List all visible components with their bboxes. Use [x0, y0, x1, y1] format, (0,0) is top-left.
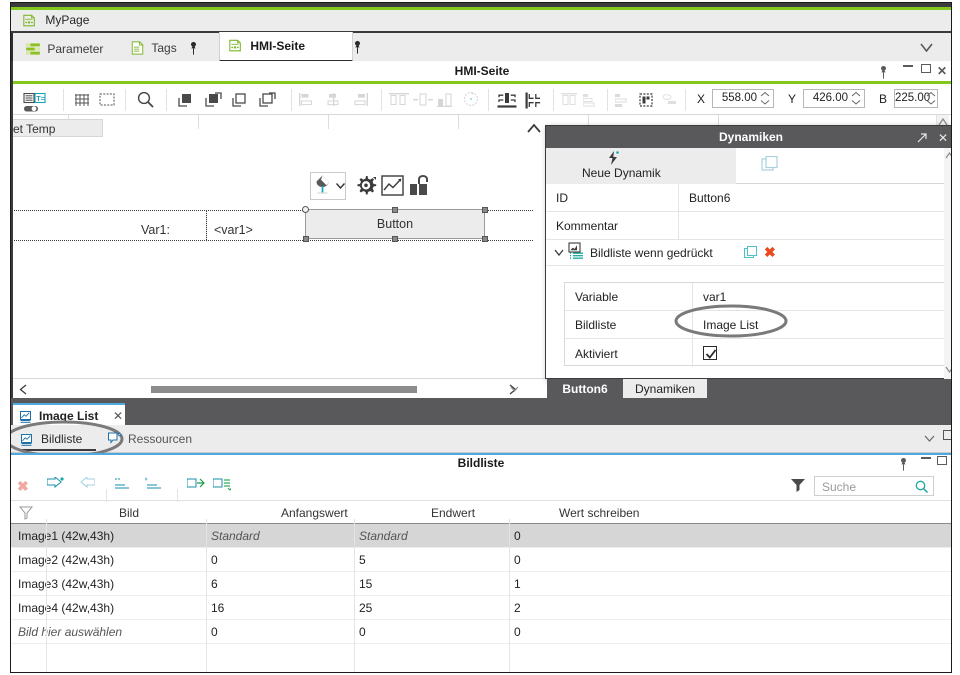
svg-text:T=: T= [36, 94, 45, 103]
